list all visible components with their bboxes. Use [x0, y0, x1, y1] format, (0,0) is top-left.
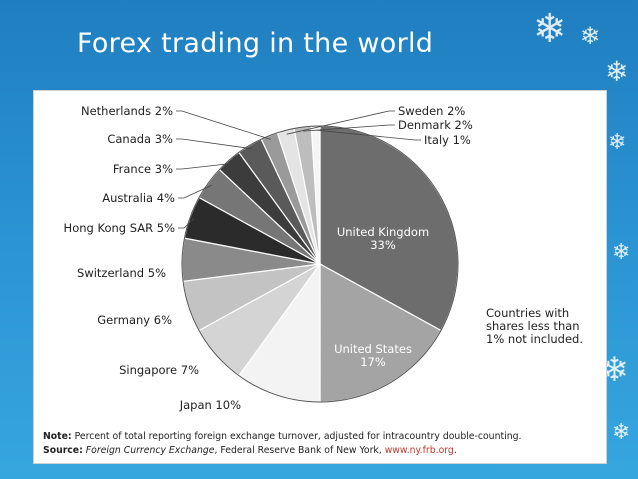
pie-label-sweden: Sweden 2% — [398, 104, 465, 118]
snowflake-icon: ❄ — [608, 130, 627, 155]
footnote-source: Source: Foreign Currency Exchange, Feder… — [43, 445, 457, 456]
pie-label-netherlands: Netherlands 2% — [81, 104, 173, 118]
leader-line — [303, 124, 395, 132]
pie-label-canada: Canada 3% — [107, 132, 173, 146]
snowflake-icon: ❄ — [533, 6, 567, 52]
leader-line — [178, 218, 195, 229]
pie-label-singapore: Singapore 7% — [119, 363, 199, 377]
pie-label-hong-kong-sar: Hong Kong SAR 5% — [64, 221, 176, 235]
pie-label-france: France 3% — [113, 162, 173, 176]
pie-label-italy: Italy 1% — [424, 133, 471, 147]
chart-annotation: shares less than — [486, 319, 580, 333]
pie-label-switzerland: Switzerland 5% — [77, 266, 166, 280]
pie-label-denmark: Denmark 2% — [398, 118, 473, 132]
pie-label-united-kingdom: 33% — [370, 238, 396, 252]
chart-annotation: Countries with — [486, 306, 569, 320]
chart-annotation: 1% not included. — [486, 332, 583, 346]
snowflake-icon: ❄ — [580, 22, 601, 50]
pie-label-germany: Germany 6% — [97, 313, 172, 327]
note-text: Percent of total reporting foreign excha… — [71, 431, 522, 442]
snowflake-icon: ❄ — [605, 55, 629, 88]
source-title: Foreign Currency Exchange — [85, 445, 215, 456]
snowflake-icon: ❄ — [612, 420, 631, 445]
note-label: Note: — [43, 431, 72, 442]
pie-outline — [181, 125, 459, 403]
pie-label-australia: Australia 4% — [102, 191, 175, 205]
pie-label-united-states: 17% — [360, 355, 386, 369]
source-text: , Federal Reserve Bank of New York, — [214, 445, 385, 456]
leader-line — [286, 110, 395, 135]
leader-line — [176, 138, 252, 150]
pie-chart: Japan 10% Singapore 7% Germany 6% Switzerla… — [64, 104, 583, 412]
leader-line — [176, 110, 271, 140]
pie-label-united-kingdom: United Kingdom — [337, 225, 429, 239]
source-label: Source: — [43, 445, 83, 456]
footnote-note: Note: Percent of total reporting foreign… — [43, 431, 521, 442]
leader-line — [178, 184, 212, 199]
pie-label-japan: Japan 10% — [179, 398, 241, 412]
leader-line — [315, 129, 421, 141]
snowflake-icon: ❄ — [612, 240, 631, 265]
source-link[interactable]: www.ny.frb.org — [384, 445, 454, 456]
slide-title: Forex trading in the world — [77, 28, 434, 59]
pie-label-united-states: United States — [334, 342, 412, 356]
source-end: . — [453, 445, 457, 456]
chart-panel: Japan 10% Singapore 7% Germany 6% Switzerla… — [33, 90, 607, 464]
leader-line — [176, 163, 232, 170]
